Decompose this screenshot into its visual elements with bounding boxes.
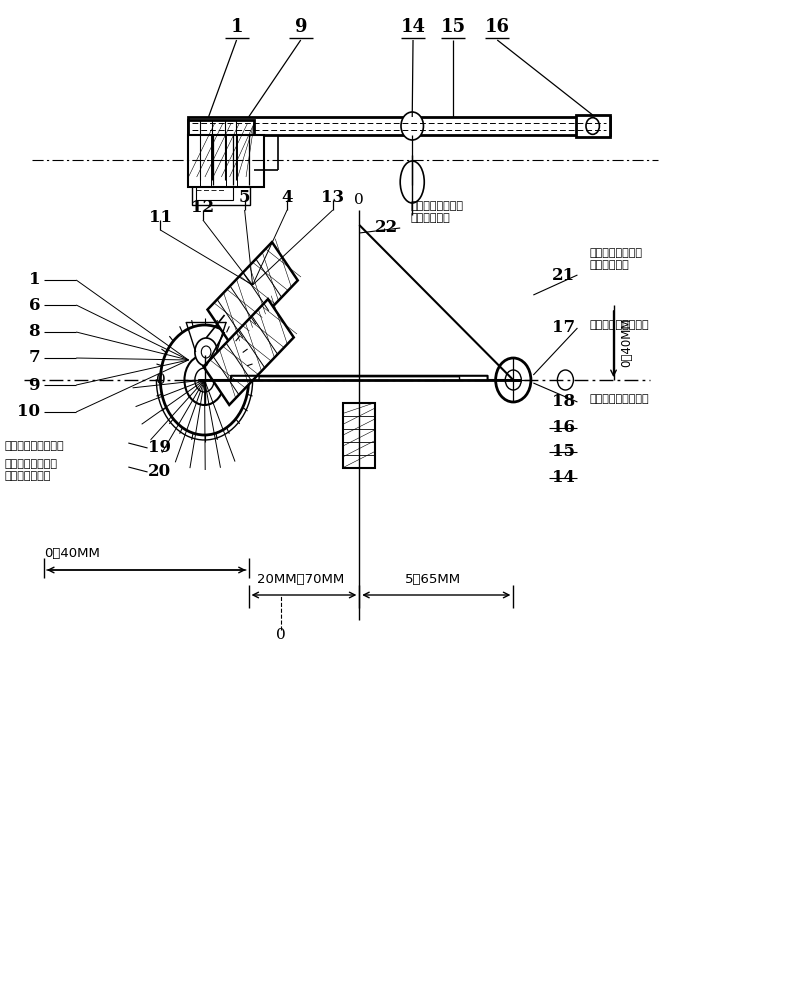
Text: 10: 10 <box>17 403 40 420</box>
Text: 20MM－70MM: 20MM－70MM <box>257 573 344 586</box>
Text: 9: 9 <box>29 376 40 393</box>
Text: 16: 16 <box>484 18 510 36</box>
Bar <box>343 402 375 468</box>
Text: 1: 1 <box>29 271 40 288</box>
Bar <box>188 117 610 135</box>
Circle shape <box>184 355 225 405</box>
Circle shape <box>496 358 531 402</box>
Circle shape <box>201 346 211 358</box>
Text: 0－40MM: 0－40MM <box>44 547 100 560</box>
Text: 14: 14 <box>552 470 575 487</box>
Text: （同步破叶剥叶座
垂直中轴线）: （同步破叶剥叶座 垂直中轴线） <box>411 201 464 223</box>
Text: 0: 0 <box>276 628 286 642</box>
Text: 20: 20 <box>148 464 172 481</box>
Polygon shape <box>208 242 298 348</box>
Text: （同步槽止位轴线）: （同步槽止位轴线） <box>4 441 63 451</box>
Text: （同步轴水平轴线）: （同步轴水平轴线） <box>589 394 649 404</box>
Text: （同步轴垂直轴线）: （同步轴垂直轴线） <box>589 320 649 330</box>
Text: 13: 13 <box>322 190 344 207</box>
Text: 18: 18 <box>552 393 575 410</box>
Circle shape <box>401 112 423 140</box>
Text: 19: 19 <box>148 440 172 456</box>
Ellipse shape <box>400 161 424 203</box>
Text: 9: 9 <box>294 18 307 36</box>
Text: 15: 15 <box>440 18 466 36</box>
Text: 12: 12 <box>192 200 214 217</box>
Text: 1: 1 <box>230 18 243 36</box>
Circle shape <box>160 325 249 435</box>
Text: 16: 16 <box>552 420 575 436</box>
Text: 15: 15 <box>552 444 575 460</box>
Text: 8: 8 <box>29 324 40 340</box>
Text: （同步破叶剥叶座
水平中轴线）: （同步破叶剥叶座 水平中轴线） <box>589 248 642 270</box>
Bar <box>188 135 264 187</box>
Bar <box>576 115 610 137</box>
Bar <box>196 182 233 200</box>
Text: 7: 7 <box>29 350 40 366</box>
Text: 6: 6 <box>29 296 40 314</box>
Bar <box>188 120 254 180</box>
Text: 0: 0 <box>354 193 364 207</box>
Text: 17: 17 <box>552 320 575 336</box>
Text: （同步破叶剥叶座
轴销垂直轴线）: （同步破叶剥叶座 轴销垂直轴线） <box>4 459 57 481</box>
Text: 4: 4 <box>282 190 293 207</box>
Circle shape <box>586 118 599 134</box>
Text: 5－65MM: 5－65MM <box>405 573 461 586</box>
Text: 14: 14 <box>400 18 426 36</box>
Text: 21: 21 <box>552 266 575 284</box>
Circle shape <box>505 370 521 390</box>
Circle shape <box>195 368 214 392</box>
Text: 11: 11 <box>149 210 172 227</box>
Text: 22: 22 <box>375 220 399 236</box>
Polygon shape <box>204 299 294 405</box>
Circle shape <box>557 370 573 390</box>
Text: 5: 5 <box>239 190 250 207</box>
Bar <box>192 180 250 205</box>
Text: 0－40MM: 0－40MM <box>620 317 633 367</box>
Text: 0: 0 <box>156 373 165 387</box>
Circle shape <box>195 338 217 366</box>
